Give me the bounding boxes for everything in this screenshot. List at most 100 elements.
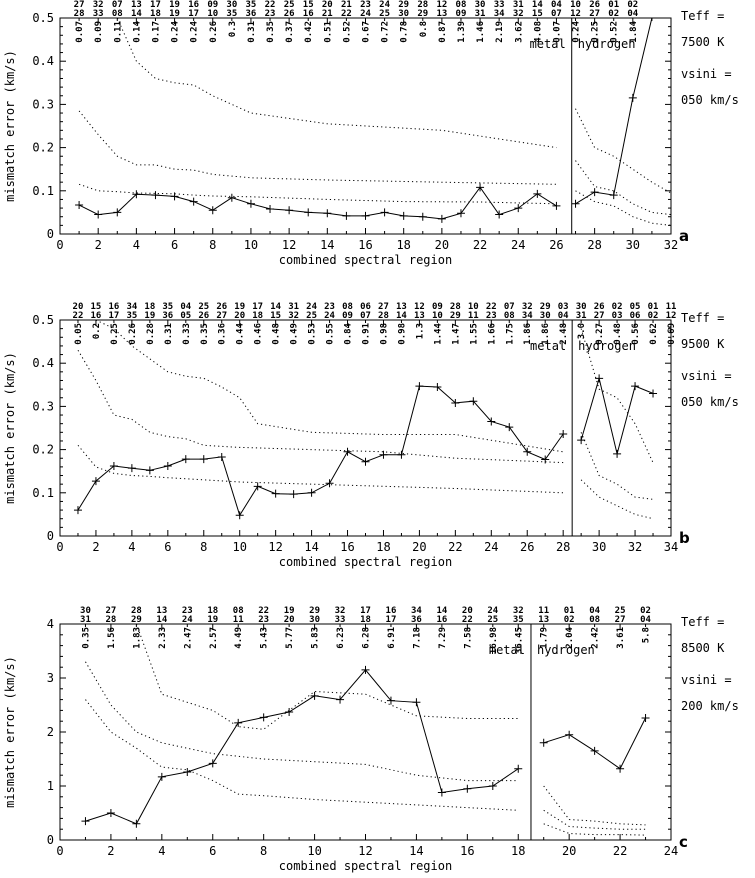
top-label-row2: 17 [108, 311, 119, 321]
top-label-row2: 35 [126, 311, 137, 321]
top-label-row1: 32 [522, 302, 533, 312]
threshold-line [580, 479, 654, 520]
data-point [418, 212, 427, 221]
threshold-line [543, 823, 646, 836]
top-label-value: 0.33 [182, 323, 192, 345]
data-point [590, 188, 599, 197]
y-tick-label: 0 [47, 529, 54, 543]
data-point [397, 450, 406, 459]
top-label-row1: 31 [513, 0, 524, 10]
top-label-row1: 02 [627, 0, 638, 10]
x-tick-label: 0 [56, 238, 63, 252]
top-label-row1: 02 [640, 606, 651, 616]
top-label-row2: 14 [156, 615, 167, 625]
top-label-row2: 31 [576, 311, 587, 321]
param-value: 050 km/s [681, 93, 739, 107]
top-label-value: 2.47 [183, 627, 193, 649]
x-tick-label: 6 [164, 540, 171, 554]
top-label-value: 0.35 [200, 323, 210, 345]
top-label-value: 16.98 [489, 627, 499, 654]
x-tick-label: 10 [307, 844, 321, 858]
threshold-line [77, 349, 564, 464]
top-label-row1: 26 [594, 302, 605, 312]
top-label-row2: 10 [207, 9, 218, 19]
top-label-row1: 27 [74, 0, 85, 10]
mismatch-line [543, 717, 646, 770]
top-label-value: 0.55 [326, 323, 336, 345]
top-label-row1: 02 [612, 302, 623, 312]
top-label-row1: 15 [91, 302, 102, 312]
data-point [259, 713, 268, 722]
x-tick-label: 10 [232, 540, 246, 554]
top-label-row2: 16 [436, 615, 447, 625]
top-label-value: 3.62 [514, 21, 524, 43]
top-label-row2: 08 [589, 615, 600, 625]
x-tick-label: 12 [268, 540, 282, 554]
top-label-row1: 07 [112, 0, 123, 10]
data-point [157, 772, 166, 781]
top-label-value: 0.98 [379, 323, 389, 345]
x-tick-label: 20 [412, 540, 426, 554]
top-label-row1: 01 [564, 606, 575, 616]
top-label-value: 0.27 [595, 323, 605, 345]
x-tick-label: 30 [592, 540, 606, 554]
data-point [380, 208, 389, 217]
top-label-value: 0.25 [591, 21, 601, 43]
x-tick-label: 6 [209, 844, 216, 858]
top-label-value: 0.24 [190, 20, 200, 42]
top-label-value: 2.42 [591, 627, 601, 649]
data-point [476, 183, 485, 192]
top-label-row1: 31 [288, 302, 299, 312]
data-point [437, 788, 446, 797]
top-label-row2: 02 [564, 615, 575, 625]
top-label-row1: 16 [108, 302, 119, 312]
x-tick-label: 22 [473, 238, 487, 252]
top-label-row2: 19 [207, 615, 218, 625]
top-label-row2: 08 [504, 311, 515, 321]
section-label-hydrogen: hydrogen [578, 339, 636, 353]
data-point [75, 201, 84, 210]
top-label-value: 3.61 [616, 627, 626, 649]
x-tick-label: 8 [209, 238, 216, 252]
data-point [631, 382, 640, 391]
data-point [94, 210, 103, 219]
top-label-row2: 07 [360, 311, 371, 321]
data-point [343, 447, 352, 456]
threshold-line [575, 190, 671, 226]
y-tick-label: 0 [47, 227, 54, 241]
top-label-value: 7.58 [463, 627, 473, 649]
top-label-row2: 09 [342, 311, 353, 321]
top-label-value: 6.28 [362, 627, 372, 649]
top-label-row2: 13 [538, 615, 549, 625]
threshold-line [85, 699, 519, 811]
top-label-value: 0.56 [631, 323, 641, 345]
top-label-value: 0.07 [75, 21, 85, 43]
top-label-value: 0.17 [151, 21, 161, 43]
top-label-row2: 23 [258, 615, 269, 625]
x-tick-label: 14 [409, 844, 423, 858]
x-tick-label: 20 [435, 238, 449, 252]
param-value: 050 km/s [681, 395, 739, 409]
top-label-row2: 32 [513, 9, 524, 19]
top-label-value: 7.18 [412, 627, 422, 649]
top-label-row1: 04 [589, 606, 600, 616]
top-label-row1: 29 [398, 0, 409, 10]
top-label-row1: 06 [360, 302, 371, 312]
top-label-row2: 07 [551, 9, 562, 19]
top-label-row2: 34 [522, 311, 533, 321]
data-point [539, 738, 548, 747]
top-label-row1: 11 [538, 606, 549, 616]
data-point [199, 455, 208, 464]
top-label-value: 0.49 [290, 323, 300, 345]
top-label-row1: 08 [233, 606, 244, 616]
top-label-row1: 27 [105, 606, 116, 616]
data-point [325, 479, 334, 488]
data-point [304, 208, 313, 217]
top-label-row1: 26 [216, 302, 227, 312]
top-label-value: 0.36 [218, 323, 228, 345]
top-label-value: 0.05 [74, 323, 84, 345]
top-label-value: 7.29 [438, 627, 448, 649]
data-point [577, 436, 586, 445]
chart-panel-a: 0 2 4 6 8 10 12 14 16 18 20 22 24 26 28 30 3200.10.20.30… [3, 0, 739, 267]
